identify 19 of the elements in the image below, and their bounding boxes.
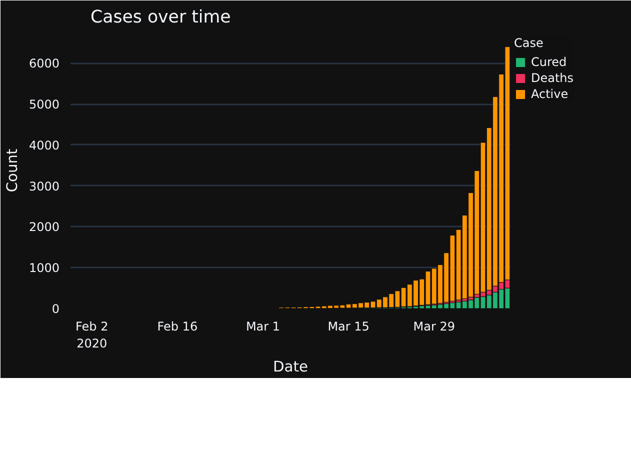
y-axis-title: Count <box>4 148 21 192</box>
legend-label: Deaths <box>531 71 574 85</box>
y-tick-label: 3000 <box>28 179 60 194</box>
y-tick-label: 5000 <box>28 98 60 112</box>
x-tick-label: Mar 15 <box>328 320 370 334</box>
y-tick-label: 1000 <box>28 261 60 276</box>
y-tick-label: 0 <box>52 302 60 316</box>
y-tick-label: 6000 <box>28 56 60 71</box>
x-axis-title: Date <box>272 358 308 376</box>
x-tick-label: Mar 1 <box>246 320 280 334</box>
x-tick-label: Feb 2 2020 <box>76 320 108 350</box>
y-tick-label: 4000 <box>28 138 60 152</box>
x-tick-label: Mar 29 <box>413 320 455 334</box>
legend-title: Case <box>514 36 544 50</box>
x-tick-label: Feb 16 <box>157 320 198 334</box>
legend-label: Active <box>531 87 570 101</box>
legend-label: Cured <box>531 55 568 69</box>
chart-title: Cases over time <box>90 8 231 28</box>
y-tick-label: 2000 <box>28 220 60 234</box>
